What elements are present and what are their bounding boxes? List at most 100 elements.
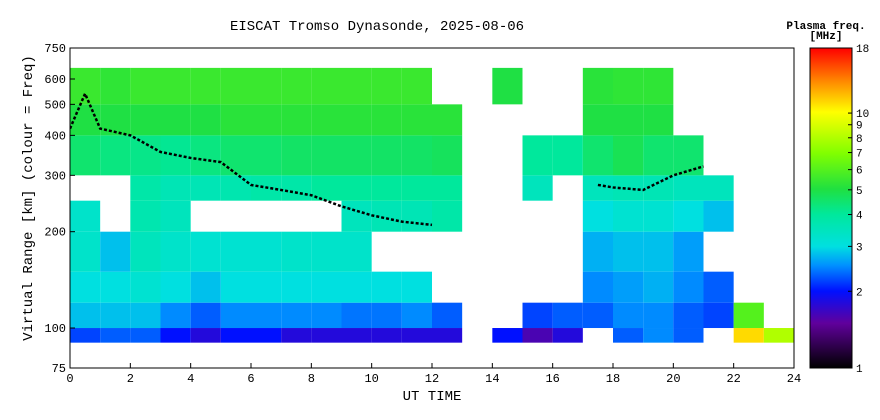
cell: [582, 135, 613, 176]
cell: [281, 302, 312, 329]
cell: [70, 302, 101, 329]
cell: [643, 302, 674, 329]
cell: [432, 175, 463, 201]
colorbar-tick-label: 10: [856, 109, 869, 121]
x-tick-label: 16: [545, 372, 559, 386]
cell: [190, 302, 221, 329]
cell: [220, 271, 251, 303]
cell: [371, 67, 402, 105]
cell: [582, 200, 613, 232]
cell: [522, 175, 553, 201]
cell: [160, 231, 191, 272]
cell: [733, 302, 764, 329]
cell: [311, 67, 342, 105]
cell: [220, 302, 251, 329]
colorbar-tick-label: 9: [856, 121, 863, 133]
cell: [522, 135, 553, 176]
cell: [673, 200, 704, 232]
cell: [552, 302, 583, 329]
trace-line: [70, 90, 704, 227]
cell: [371, 200, 402, 232]
cell: [190, 135, 221, 176]
cell: [643, 67, 674, 105]
cell: [190, 175, 221, 201]
cell: [522, 328, 553, 343]
cell: [311, 328, 342, 343]
colorbar-tick-label: 7: [856, 149, 863, 161]
cell: [492, 67, 523, 105]
cell: [281, 67, 312, 105]
x-tick-label: 10: [364, 372, 378, 386]
cell: [160, 328, 191, 343]
chart-title: EISCAT Tromso Dynasonde, 2025-08-06: [230, 19, 524, 35]
x-tick-label: 18: [606, 372, 620, 386]
x-tick-label: 4: [187, 372, 194, 386]
cell: [643, 231, 674, 272]
x-tick-label: 6: [247, 372, 254, 386]
cell: [70, 271, 101, 303]
colorbar-tick-label: 5: [856, 186, 863, 198]
cell: [401, 67, 432, 105]
cell: [281, 135, 312, 176]
x-tick-label: 8: [308, 372, 315, 386]
cell: [703, 175, 734, 201]
cell: [100, 135, 131, 176]
cell: [643, 271, 674, 303]
cell: [190, 328, 221, 343]
cell: [281, 271, 312, 303]
cell: [401, 271, 432, 303]
cell: [371, 302, 402, 329]
cell: [70, 67, 101, 105]
cell: [190, 231, 221, 272]
cell: [251, 135, 282, 176]
cell: [401, 135, 432, 176]
colorbar-tick-label: 4: [856, 211, 863, 223]
cell: [582, 104, 613, 136]
cell: [432, 200, 463, 232]
cell: [613, 200, 644, 232]
x-axis-label: UT TIME: [403, 389, 462, 405]
x-tick-label: 2: [127, 372, 134, 386]
cell: [341, 328, 372, 343]
cell: [311, 104, 342, 136]
cell: [100, 328, 131, 343]
colorbar-title: Plasma freq.: [786, 21, 865, 33]
cell: [432, 328, 463, 343]
cell: [401, 200, 432, 232]
cell: [673, 271, 704, 303]
cell: [432, 302, 463, 329]
cell: [160, 67, 191, 105]
cell: [673, 231, 704, 272]
y-tick-label: 300: [44, 169, 66, 183]
colorbar-tick-label: 6: [856, 166, 863, 178]
cell: [130, 175, 161, 201]
cell: [160, 104, 191, 136]
cell: [220, 67, 251, 105]
x-tick-label: 0: [66, 372, 73, 386]
cell: [371, 135, 402, 176]
colorbar-tick-label: 1: [856, 364, 863, 376]
cell: [673, 302, 704, 329]
cell: [220, 328, 251, 343]
cell: [613, 302, 644, 329]
cell: [190, 67, 221, 105]
colorbar: [809, 47, 853, 369]
colorbar-tick-label: 2: [856, 287, 863, 299]
cell: [70, 200, 101, 232]
cell: [130, 302, 161, 329]
cell: [401, 328, 432, 343]
cell: [160, 200, 191, 232]
cell: [703, 200, 734, 232]
cell: [130, 135, 161, 176]
cell: [552, 328, 583, 343]
cell: [251, 67, 282, 105]
cell: [341, 104, 372, 136]
cell: [100, 67, 131, 105]
cell: [190, 104, 221, 136]
cell: [432, 104, 463, 136]
cell: [613, 231, 644, 272]
y-tick-label: 600: [44, 73, 66, 87]
cell: [613, 271, 644, 303]
